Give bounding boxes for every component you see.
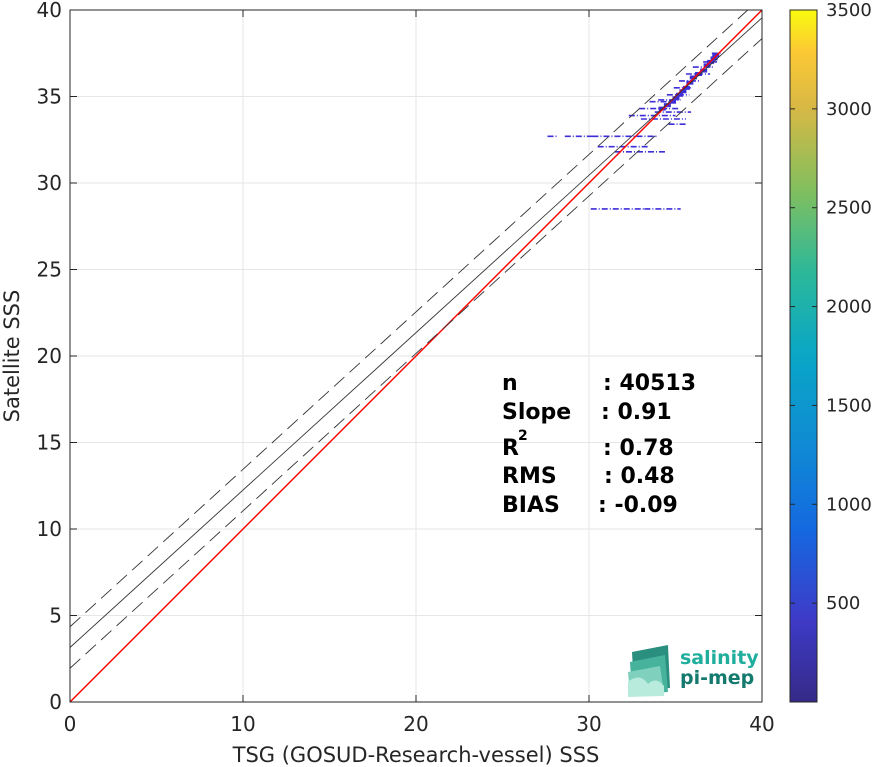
salinity-pi-mep-logo: salinity pi-mep	[628, 645, 759, 697]
x-tick-label: 30	[576, 712, 601, 736]
logo-line1: salinity	[680, 647, 759, 669]
y-tick-label: 5	[49, 604, 62, 628]
data-point	[679, 89, 687, 94]
data-points	[547, 52, 721, 210]
logo-wave-icon	[628, 645, 670, 697]
data-point	[675, 92, 683, 97]
data-point	[672, 96, 680, 101]
x-tick-label: 20	[403, 712, 428, 736]
x-tick-label: 0	[64, 712, 77, 736]
y-tick-label: 30	[37, 171, 62, 195]
x-axis-ticks: 0 10 20 30 40	[64, 10, 775, 736]
identity-line	[69, 9, 763, 703]
x-axis-label: TSG (GOSUD-Research-vessel) SSS	[232, 743, 600, 767]
x-tick-label: 40	[749, 712, 774, 736]
y-tick-label: 25	[37, 258, 62, 282]
stat-n-label: n	[502, 371, 518, 396]
colorbar-ticks: 500 1000 1500 2000 2500 3000 3500	[790, 0, 872, 614]
x-tick-label: 10	[230, 712, 255, 736]
stat-r2-value: : 0.78	[603, 436, 674, 461]
stat-bias-value: : -0.09	[598, 493, 678, 518]
stat-rms-value: : 0.48	[604, 464, 675, 489]
stats-box: n : 40513 Slope : 0.91 R 2 : 0.78 RMS : …	[502, 371, 696, 518]
y-tick-label: 10	[37, 517, 62, 541]
fit-lines	[69, 9, 763, 703]
colorbar-tick-label: 1000	[826, 494, 872, 515]
y-tick-label: 0	[49, 690, 62, 714]
regression-line	[69, 17, 763, 648]
stat-r2-label: R	[502, 436, 519, 461]
colorbar-tick-label: 1500	[826, 395, 872, 416]
y-tick-label: 40	[37, 0, 62, 22]
data-point	[712, 52, 720, 57]
logo-line2: pi-mep	[680, 667, 754, 689]
y-axis-ticks: 0 5 10 15 20 25 30 35 40	[37, 0, 762, 714]
stat-bias-label: BIAS	[502, 493, 560, 518]
colorbar-tick-label: 3500	[826, 0, 872, 21]
data-point	[682, 85, 690, 90]
stat-slope-value: : 0.91	[601, 400, 672, 425]
colorbar-tick-label: 2000	[826, 297, 872, 318]
data-point	[689, 75, 697, 80]
stat-rms-label: RMS	[502, 464, 557, 489]
stat-n-value: : 40513	[603, 371, 696, 396]
regression-lower-line	[69, 38, 763, 669]
y-axis-label: Satellite SSS	[0, 290, 24, 423]
data-point	[669, 99, 677, 104]
stat-r2-superscript: 2	[518, 428, 528, 444]
y-tick-label: 35	[37, 85, 62, 109]
stat-slope-label: Slope	[502, 400, 571, 425]
colorbar-tick-label: 3000	[826, 99, 872, 120]
colorbar-tick-label: 2500	[826, 198, 872, 219]
colorbar-tick-label: 500	[826, 593, 860, 614]
y-tick-label: 15	[37, 431, 62, 455]
colorbar	[789, 9, 818, 703]
y-tick-label: 20	[37, 344, 62, 368]
regression-upper-line	[69, 9, 749, 628]
